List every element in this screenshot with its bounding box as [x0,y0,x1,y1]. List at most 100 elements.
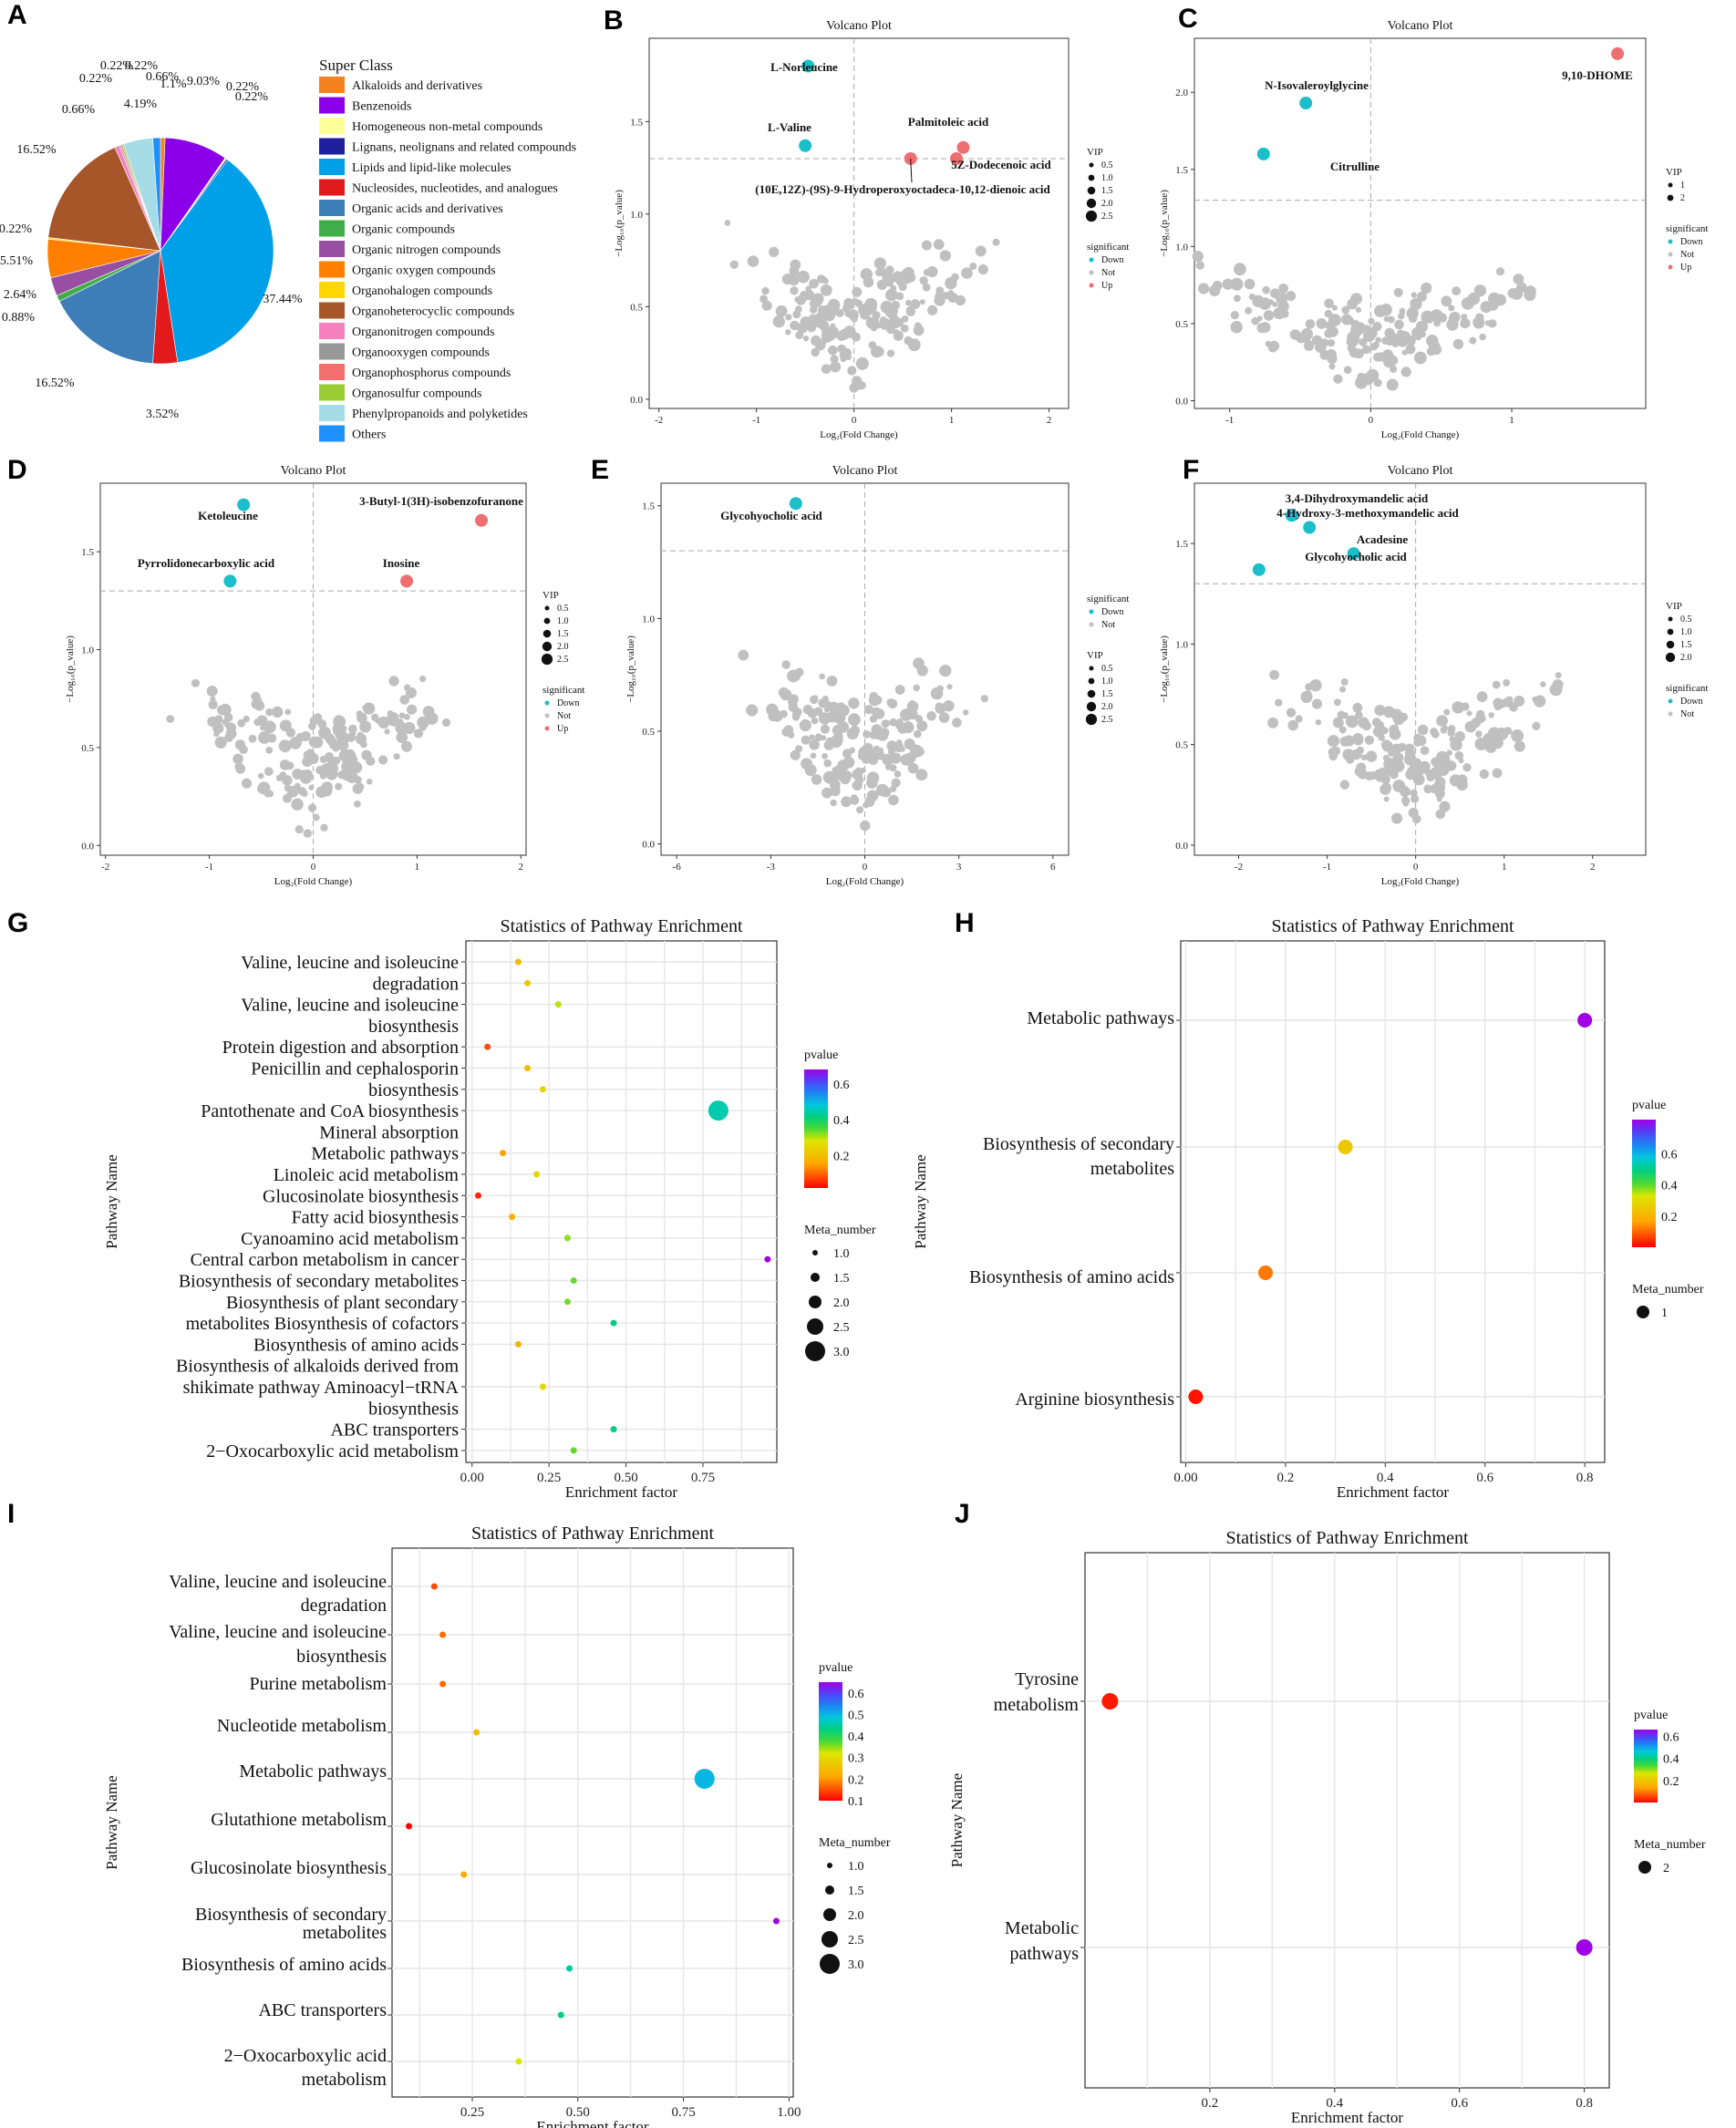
point-not-significant [1410,292,1417,298]
enrichment-point [554,1001,562,1008]
x-tick-label: 0.50 [566,2105,590,2120]
point-not-significant [1433,319,1441,327]
point-not-significant [819,673,825,680]
point-not-significant [294,825,304,834]
category-label: Biosynthesis of amino acids [253,1335,459,1355]
point-not-significant [315,786,328,799]
category-label: Protein digestion and absorption [222,1038,459,1058]
legend-size-label: 2 [1680,193,1685,203]
legend-size-label: 1.5 [848,1885,864,1898]
legend-size-dot [1085,713,1098,726]
category-label: metabolism [994,1695,1080,1715]
legend-color-dot [1089,283,1094,288]
point-not-significant [191,678,201,687]
point-not-significant [1382,754,1390,761]
point-not-significant [1373,352,1382,362]
point-not-significant [822,770,836,784]
legend-size-label: 2.5 [848,1934,864,1947]
legend-size-dot [820,1954,840,1974]
point-not-significant [889,718,897,727]
point-not-significant [813,707,823,717]
point-not-significant [206,686,218,697]
point-not-significant [1195,261,1205,270]
point-not-significant [371,713,379,721]
category-label: Biosynthesis of amino acids [181,1955,387,1975]
x-tick-label: 0.6 [1451,2096,1468,2111]
enrichment-point [514,958,522,966]
category-label: Biosynthesis of secondary metabolites [179,1272,459,1292]
point-not-significant [1409,758,1422,771]
legend-size-label: 1.0 [1680,627,1692,637]
y-tick-label: 1.5 [642,501,655,512]
point-not-significant [894,685,905,695]
legend-entry: Phenylpropanoids and polyketides [352,408,528,421]
point-not-significant [872,707,882,718]
x-tick-label: 0.25 [460,2105,484,2120]
point-not-significant [284,708,292,716]
point-not-significant [886,349,895,357]
point-not-significant [747,255,760,267]
point-not-significant [1449,311,1461,324]
point-not-significant [1333,374,1343,384]
point-not-significant [820,338,827,346]
chart-C-volcano: Volcano Plot -1 0 1 0.0 0.5 1.0 1.5 2.0 Log₂(Fold… [1159,19,1708,440]
point-not-significant [1332,717,1344,728]
enrichment-point [563,1234,571,1242]
category-label: Cyanoamino acid metabolism [241,1229,459,1249]
legend-size-label: 2.0 [1101,199,1113,209]
point-not-significant [802,704,813,715]
legend-size-dot [1086,198,1097,209]
point-not-significant [992,238,1000,246]
point-not-significant [1278,284,1288,294]
legend-swatch [319,220,345,237]
point-not-significant [842,304,851,313]
point-significant [1299,97,1313,110]
point-not-significant [1456,779,1468,791]
point-not-significant [799,718,811,732]
point-significant [956,140,970,154]
point-not-significant [377,716,390,729]
point-not-significant [746,704,759,717]
point-not-significant [256,715,268,726]
point-not-significant [952,718,962,728]
pie-label: 0.88% [2,311,36,325]
point-label: Inosine [383,556,420,570]
category-label: metabolites [303,1923,387,1943]
category-label: Metabolic pathways [311,1144,459,1164]
point-not-significant [1303,336,1310,344]
point-not-significant [348,724,357,734]
enrichment-point [475,1192,482,1199]
enrichment-point [539,1383,546,1390]
point-not-significant [1352,733,1364,744]
legend-color-tick: 0.2 [1663,1775,1679,1789]
plot-frame [1180,940,1606,1463]
point-not-significant [278,739,292,753]
enrichment-point [1338,1140,1353,1154]
chart-H-enrichment: Statistics of Pathway Enrichment Metaboli… [912,916,1704,1501]
y-tick-label: 0.5 [81,743,94,754]
point-not-significant [834,785,841,791]
x-tick-label: 0 [852,415,857,426]
point-not-significant [890,284,897,292]
point-not-significant [210,696,216,702]
point-not-significant [902,274,913,284]
enrichment-point [1258,1265,1273,1280]
point-not-significant [1411,814,1421,824]
chart-title: Statistics of Pathway Enrichment [500,916,743,936]
point-not-significant [790,749,801,760]
point-not-significant [1484,740,1497,753]
point-not-significant [1311,698,1323,709]
category-label: Metabolic pathways [239,1761,387,1782]
y-tick-label: 1.0 [1175,639,1188,650]
point-not-significant [339,733,347,741]
point-not-significant [926,711,936,721]
point-not-significant [822,753,828,759]
point-significant [789,497,802,511]
category-label: Fatty acid biosynthesis [292,1208,460,1228]
point-not-significant [1269,669,1279,680]
point-label: 5Z-Dodecenoic acid [951,158,1051,171]
legend-entry: Nucleosides, nucleotides, and analogues [352,182,558,196]
point-not-significant [826,676,838,687]
point-not-significant [1355,306,1362,313]
legend-swatch [319,118,345,134]
